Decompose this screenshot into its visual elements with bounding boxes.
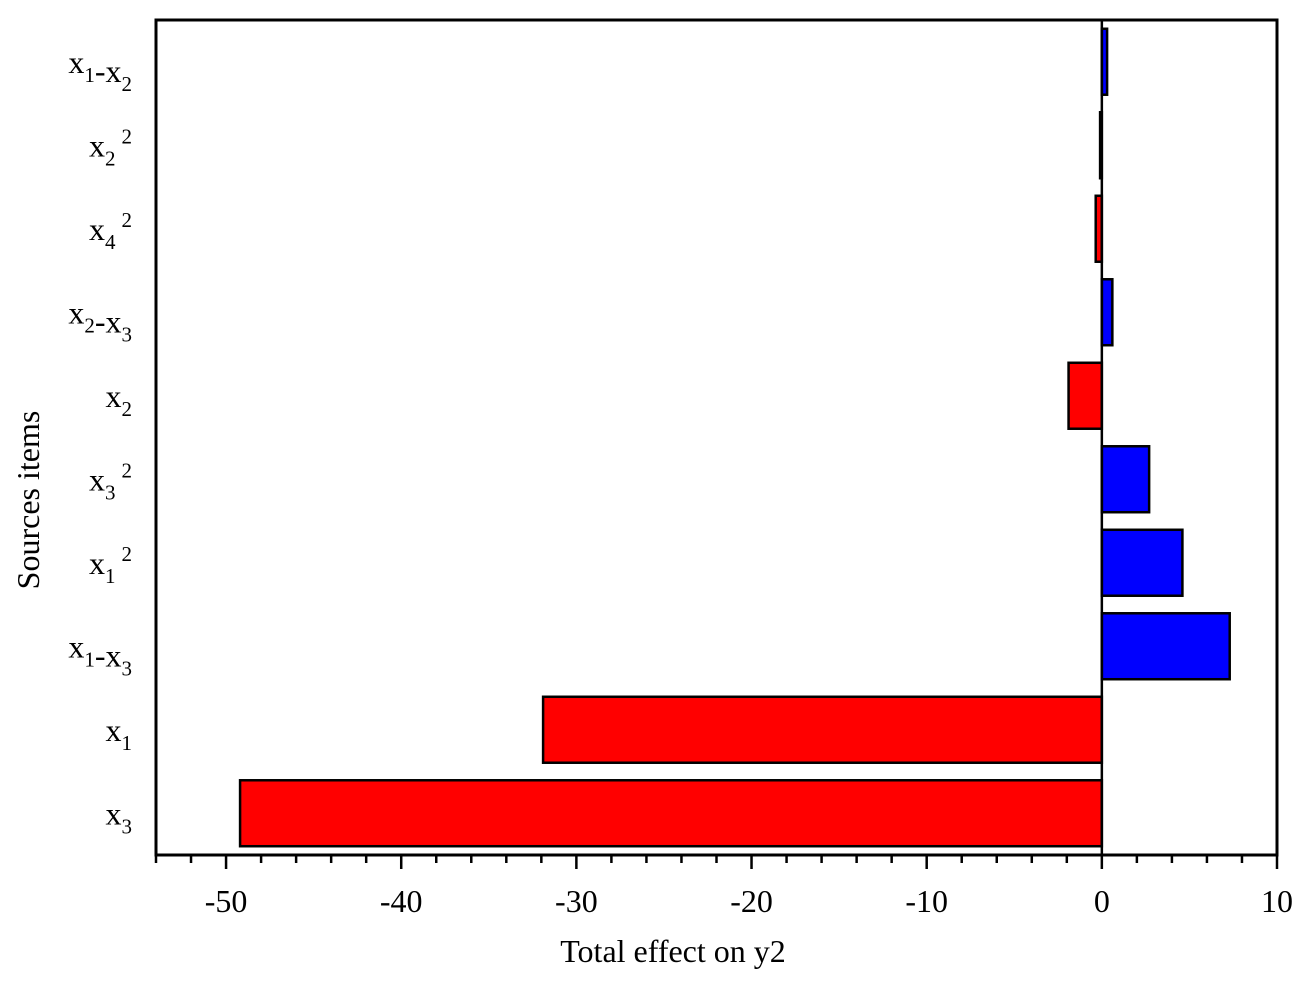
y-axis-title: Sources items bbox=[10, 411, 46, 590]
x-tick-label: -40 bbox=[380, 883, 423, 919]
y-tick-label: x3 bbox=[106, 795, 133, 838]
y-tick-label: x32 bbox=[89, 458, 132, 504]
y-tick-label: x42 bbox=[89, 208, 132, 254]
bar-x-2-x-3 bbox=[1100, 278, 1114, 347]
x-tick-label: -20 bbox=[730, 883, 773, 919]
y-tick-label: x2-x3 bbox=[68, 294, 132, 346]
y-axis-category-labels: x3 x1 x1-x3 x12 x32 x2 x2-x3 x42 x22 x1-x2 bbox=[68, 44, 132, 839]
x-tick-label: -50 bbox=[205, 883, 248, 919]
bar-x-1-2 bbox=[1100, 528, 1184, 597]
y-tick-label: x22 bbox=[89, 124, 132, 170]
x-axis-ticks: -50 -40 -30 -20 -10 0 10 bbox=[154, 855, 1293, 919]
x-tick-label: -30 bbox=[555, 883, 598, 919]
x-axis-title: Total effect on y2 bbox=[560, 933, 786, 969]
bar-x-2 bbox=[1067, 361, 1104, 430]
x-tick-label: 10 bbox=[1261, 883, 1293, 919]
x-tick-label: 0 bbox=[1094, 883, 1110, 919]
bars-group bbox=[238, 27, 1231, 848]
y-tick-label: x2 bbox=[106, 378, 133, 421]
x-tick-label: -10 bbox=[905, 883, 948, 919]
y-tick-label: x1 bbox=[106, 712, 133, 755]
y-tick-label: x1-x3 bbox=[68, 628, 132, 680]
bar-x-1-x-3 bbox=[1100, 612, 1231, 681]
bar-x-1 bbox=[541, 695, 1104, 764]
y-tick-label: x1-x2 bbox=[68, 44, 132, 96]
bar-x-3-2 bbox=[1100, 445, 1151, 514]
bar-x-3 bbox=[238, 779, 1104, 848]
y-tick-label: x12 bbox=[89, 542, 132, 588]
